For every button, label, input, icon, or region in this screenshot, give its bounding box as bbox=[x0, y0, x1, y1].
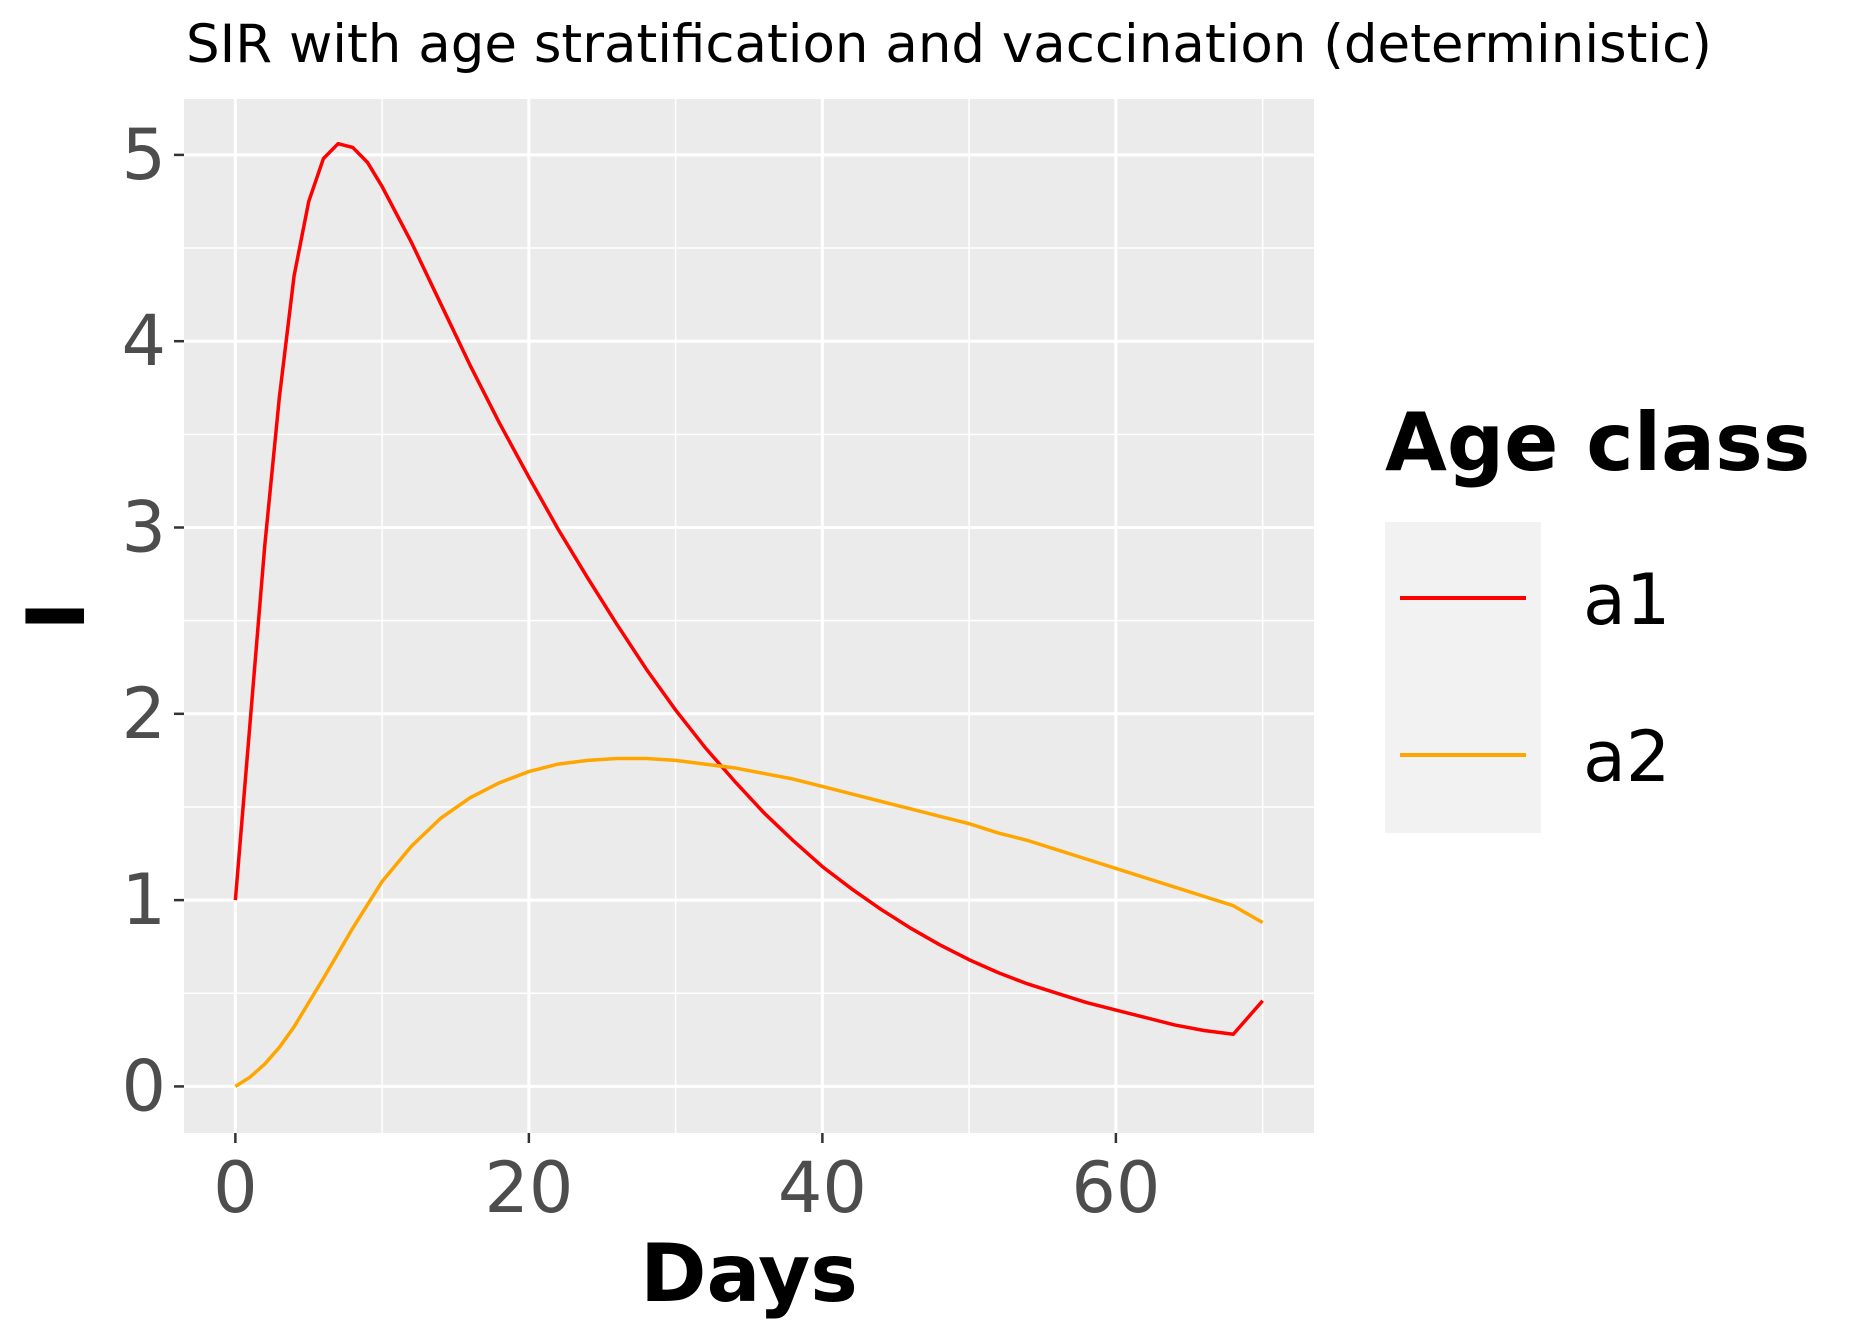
legend-label-a2: a2 bbox=[1583, 716, 1670, 798]
y-tick-label: 2 bbox=[121, 673, 166, 755]
legend-title: Age class bbox=[1385, 396, 1810, 489]
y-tick-label: 5 bbox=[121, 114, 166, 196]
grid-major bbox=[184, 99, 1314, 1133]
series-line-a1 bbox=[233, 141, 1264, 1037]
grid-minor bbox=[184, 99, 1314, 1133]
x-tick-label: 60 bbox=[1071, 1147, 1160, 1229]
legend: Age class a1 a2 bbox=[1385, 396, 1810, 833]
axis-ticks: 0 20 40 60 0 1 2 3 4 5 bbox=[121, 114, 1160, 1229]
x-tick-label: 40 bbox=[778, 1147, 867, 1229]
series-line-a2 bbox=[234, 756, 1264, 1088]
y-tick-label: 4 bbox=[121, 300, 166, 382]
x-axis-title: Days bbox=[640, 1227, 858, 1320]
y-tick-label: 1 bbox=[121, 859, 166, 941]
legend-key-background bbox=[1385, 522, 1541, 833]
series-layer bbox=[233, 141, 1264, 1088]
y-tick-label: 0 bbox=[121, 1045, 166, 1127]
chart-title: SIR with age stratification and vaccinat… bbox=[186, 14, 1712, 75]
y-axis-title: I bbox=[10, 601, 103, 631]
x-tick-label: 0 bbox=[213, 1147, 258, 1229]
plot-panel bbox=[184, 99, 1314, 1133]
legend-label-a1: a1 bbox=[1583, 559, 1670, 641]
y-tick-label: 3 bbox=[121, 487, 166, 569]
x-tick-label: 20 bbox=[484, 1147, 573, 1229]
